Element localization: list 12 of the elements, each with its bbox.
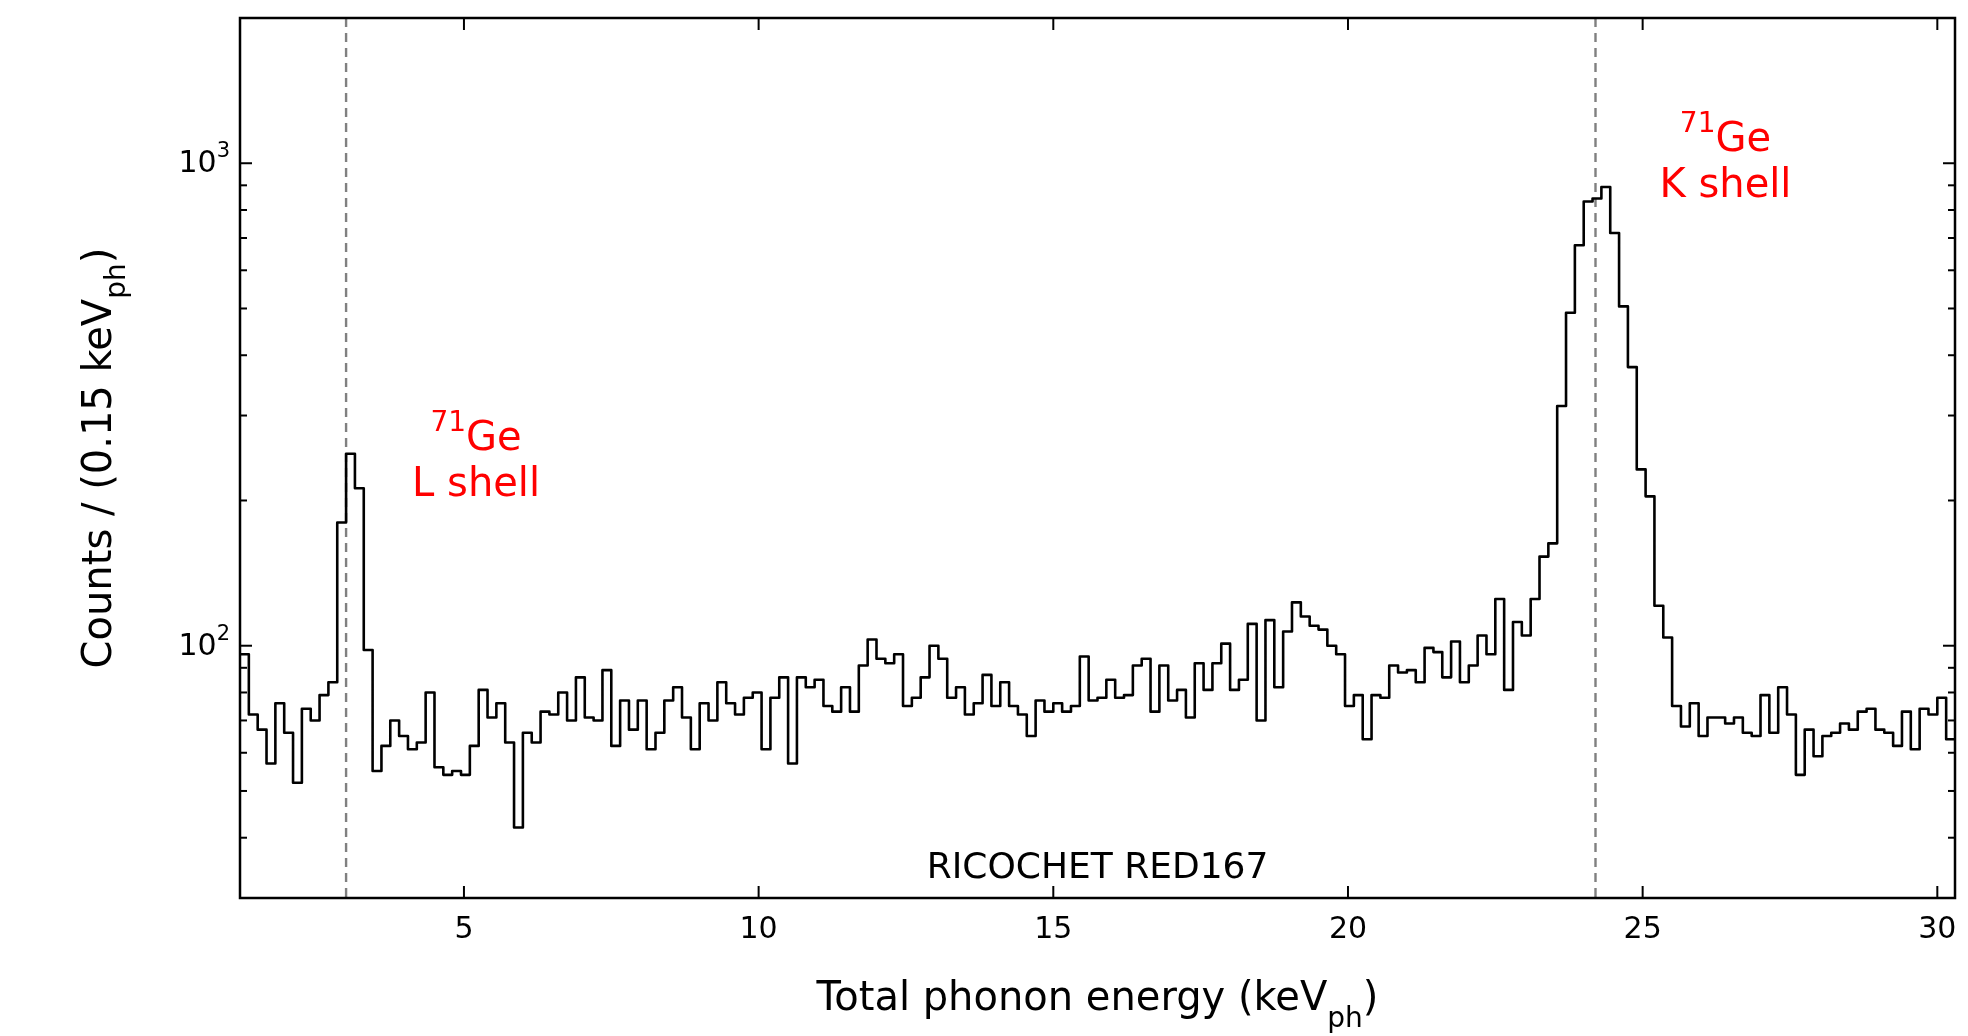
y-tick-label: 10$^{3}$ xyxy=(178,138,230,179)
x-tick-label: 10 xyxy=(739,910,778,945)
x-tick-label: 15 xyxy=(1034,910,1073,945)
x-tick-label: 25 xyxy=(1623,910,1662,945)
x-tick-label: 5 xyxy=(454,910,474,945)
x-tick-label: 20 xyxy=(1328,910,1368,945)
x-tick-label: 30 xyxy=(1918,910,1957,945)
annotation: $^{71}$Ge L shell xyxy=(412,404,541,506)
x-axis-title: Total phonon energy (keV$_{ph}$) xyxy=(815,973,1379,1034)
annotation: RICOCHET RED167 xyxy=(926,845,1269,886)
annotation: $^{71}$Ge K shell xyxy=(1659,105,1792,207)
y-tick-label: 10$^{2}$ xyxy=(178,620,230,662)
